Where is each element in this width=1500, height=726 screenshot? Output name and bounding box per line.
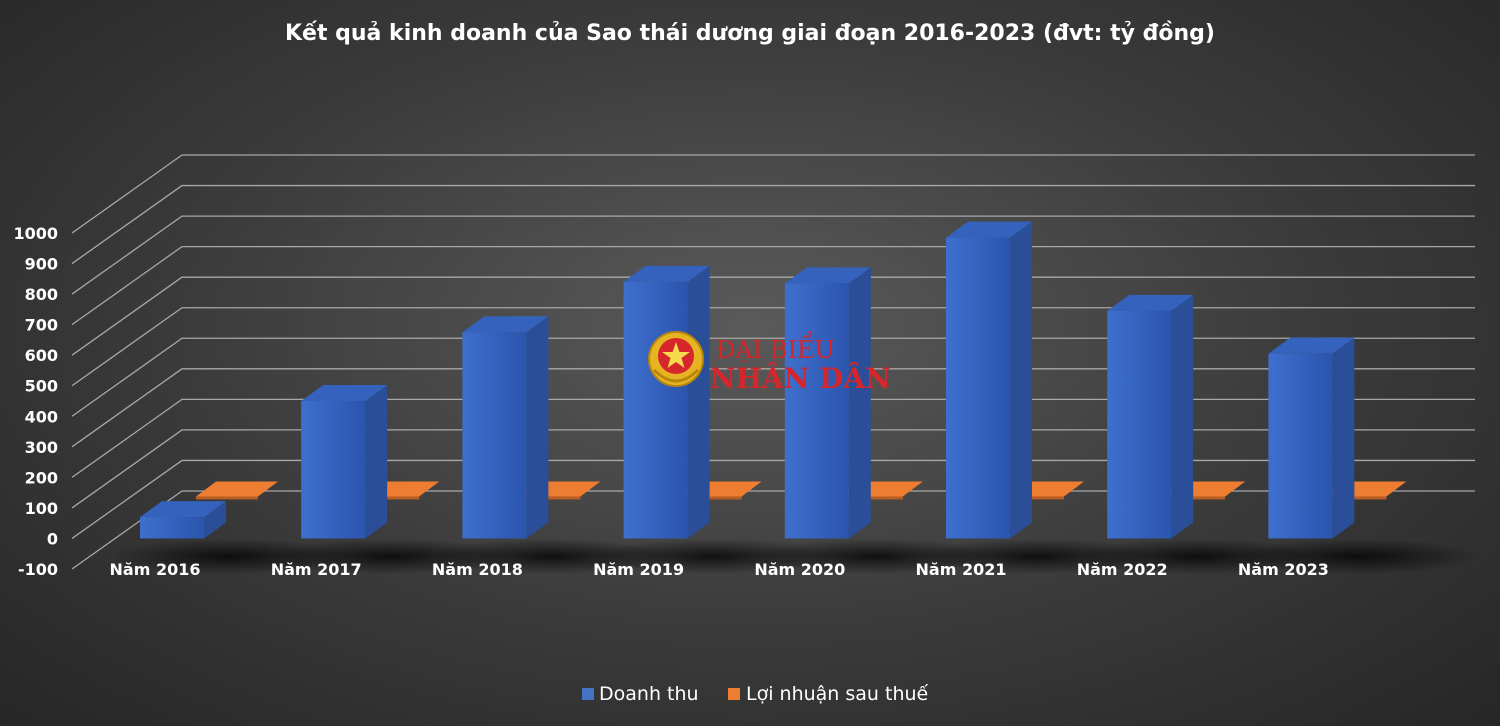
watermark-line1: ĐẠI BIỂU bbox=[716, 331, 835, 364]
x-tick-label: Năm 2017 bbox=[271, 560, 362, 579]
profit-bar-front bbox=[357, 496, 420, 500]
revenue-bar-side bbox=[365, 385, 388, 539]
revenue-bar-side bbox=[1171, 294, 1194, 539]
revenue-bar bbox=[946, 237, 1010, 539]
y-tick-label: 900 bbox=[25, 255, 58, 274]
legend-label-profit: Lợi nhuận sau thuế bbox=[746, 683, 929, 705]
legend-swatch-revenue bbox=[582, 688, 594, 700]
revenue-bar bbox=[462, 332, 527, 539]
legend-item-profit[interactable]: Lợi nhuận sau thuế bbox=[728, 683, 929, 705]
gridline bbox=[71, 398, 1475, 478]
x-tick-label: Năm 2022 bbox=[1077, 560, 1168, 579]
revenue-bar-side bbox=[1010, 221, 1032, 539]
gridline bbox=[71, 245, 1475, 326]
legend-label-revenue: Doanh thu bbox=[599, 683, 699, 705]
profit-bar-front bbox=[196, 496, 258, 500]
revenue-bar-top bbox=[623, 265, 710, 282]
profit-bar-front bbox=[1324, 496, 1387, 500]
revenue-bar-top bbox=[1268, 337, 1355, 354]
y-tick-label: 300 bbox=[25, 438, 58, 457]
y-tick-label: 0 bbox=[47, 529, 58, 548]
revenue-series bbox=[140, 221, 1355, 539]
y-tick-label: 400 bbox=[25, 407, 58, 426]
revenue-bar bbox=[140, 517, 204, 539]
y-tick-label: -100 bbox=[18, 560, 58, 579]
legend-item-revenue[interactable]: Doanh thu bbox=[582, 683, 699, 705]
x-tick-label: Năm 2019 bbox=[593, 560, 684, 579]
y-tick-label: 200 bbox=[25, 468, 58, 487]
profit-bar-front bbox=[1002, 496, 1064, 500]
y-tick-label: 800 bbox=[25, 285, 58, 304]
gridline bbox=[71, 215, 1475, 295]
revenue-bar bbox=[784, 283, 849, 539]
y-tick-label: 600 bbox=[25, 346, 58, 365]
gridline bbox=[71, 459, 1475, 539]
x-tick-label: Năm 2023 bbox=[1238, 560, 1329, 579]
revenue-bar-top bbox=[301, 385, 388, 401]
profit-bar-top bbox=[196, 481, 278, 497]
revenue-bar bbox=[301, 401, 366, 539]
gridline bbox=[71, 429, 1475, 509]
profit-bar-front bbox=[679, 496, 742, 500]
profit-bar-front bbox=[840, 496, 903, 500]
gridline bbox=[71, 337, 1475, 417]
revenue-bar-side bbox=[848, 267, 871, 539]
bar-shadows bbox=[110, 538, 1479, 575]
gridline bbox=[71, 276, 1475, 356]
x-axis-ticks: Năm 2016 Năm 2017 Năm 2018 Năm 2019 Năm 2020… bbox=[110, 560, 1329, 579]
y-tick-label: 500 bbox=[25, 377, 58, 396]
revenue-bar-top bbox=[784, 267, 871, 284]
revenue-bar bbox=[1107, 310, 1172, 539]
y-tick-label: 1000 bbox=[13, 224, 58, 243]
watermark-line2: NHÂN DÂN bbox=[710, 362, 891, 395]
bar-shadow bbox=[1238, 538, 1479, 575]
gridline bbox=[71, 154, 1475, 234]
revenue-bar-top bbox=[140, 501, 226, 518]
revenue-bar-side bbox=[526, 316, 549, 539]
y-tick-label: 700 bbox=[25, 316, 58, 335]
revenue-bar-top bbox=[462, 316, 549, 333]
revenue-bar-side bbox=[204, 501, 226, 539]
chart-title: Kết quả kinh doanh của Sao thái dương gi… bbox=[285, 21, 1215, 46]
revenue-bar-side bbox=[687, 265, 710, 539]
legend: Doanh thu Lợi nhuận sau thuế bbox=[582, 683, 929, 705]
profit-bar-front bbox=[518, 496, 581, 500]
revenue-bar-top bbox=[1107, 294, 1194, 311]
x-tick-label: Năm 2020 bbox=[754, 560, 845, 579]
revenue-bar bbox=[1268, 353, 1333, 539]
x-tick-label: Năm 2018 bbox=[432, 560, 523, 579]
x-tick-label: Năm 2016 bbox=[110, 560, 201, 579]
revenue-bar-side bbox=[1332, 337, 1355, 539]
legend-swatch-profit bbox=[728, 688, 740, 700]
profit-bar-front bbox=[1163, 496, 1226, 500]
gridlines bbox=[71, 154, 1475, 570]
revenue-bar-top bbox=[946, 221, 1032, 238]
revenue-bar bbox=[623, 281, 688, 539]
gridline bbox=[71, 368, 1475, 448]
y-tick-label: 100 bbox=[25, 499, 58, 518]
watermark-logo: ĐẠI BIỂU NHÂN DÂN bbox=[648, 331, 891, 395]
x-tick-label: Năm 2021 bbox=[916, 560, 1007, 579]
gridline bbox=[71, 184, 1475, 265]
gridline bbox=[71, 307, 1475, 387]
vietnam-emblem-icon bbox=[648, 331, 704, 387]
